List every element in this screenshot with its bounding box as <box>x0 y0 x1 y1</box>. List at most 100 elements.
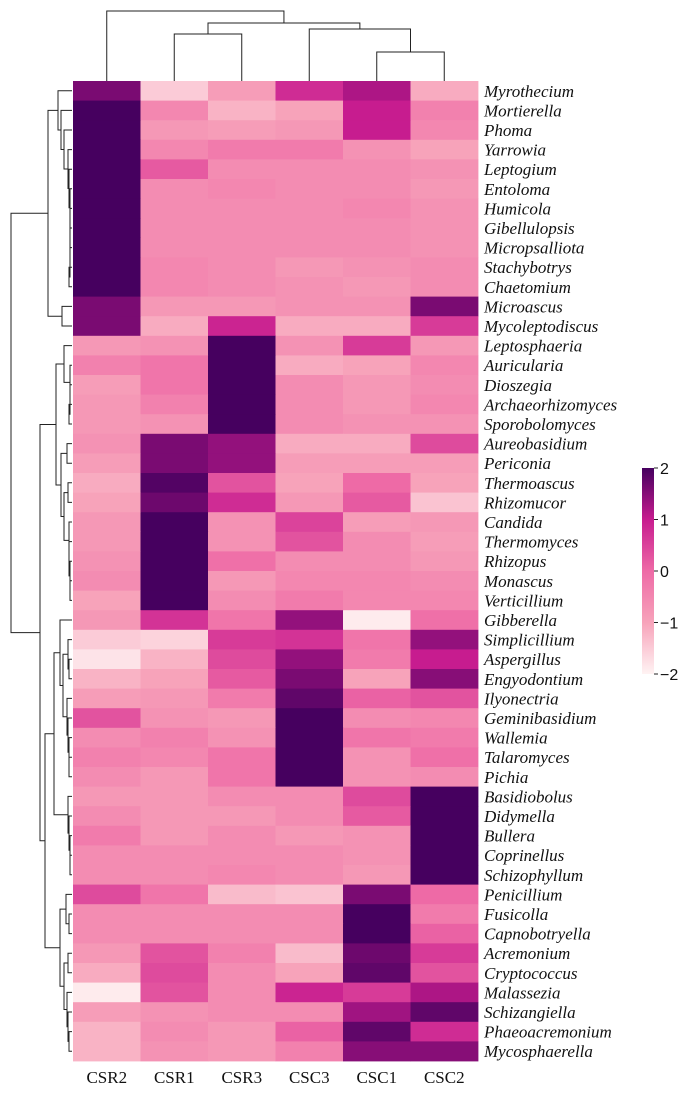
heatmap-cell <box>73 355 141 376</box>
row-label: Geminibasidium <box>484 709 596 728</box>
heatmap-cell <box>140 963 209 983</box>
heatmap-cell <box>73 1021 141 1042</box>
row-label: Didymella <box>483 807 555 826</box>
heatmap-cell <box>208 923 276 944</box>
heatmap-cell <box>208 316 276 337</box>
heatmap-cell <box>208 688 276 709</box>
heatmap-cell <box>343 904 411 925</box>
heatmap-cell <box>140 120 209 141</box>
heatmap-cell <box>343 629 411 650</box>
heatmap-cell <box>208 1041 276 1062</box>
row-label: Dioszegia <box>483 376 552 395</box>
heatmap-cell <box>73 179 141 199</box>
heatmap-cell <box>140 825 209 846</box>
column-dendrogram <box>106 10 445 81</box>
heatmap-cell <box>343 335 411 356</box>
heatmap-cell <box>208 433 276 454</box>
heatmap-cell <box>208 139 276 160</box>
heatmap-cell <box>410 335 479 356</box>
heatmap-cell <box>208 198 276 219</box>
heatmap-cell <box>343 884 411 905</box>
row-label: Phaeoacremonium <box>483 1023 612 1042</box>
heatmap-cell <box>140 198 209 219</box>
heatmap-cell <box>343 1041 411 1062</box>
row-label: Mycoleptodiscus <box>483 317 599 336</box>
row-label: Acremonium <box>483 944 570 963</box>
heatmap-cell <box>140 884 209 905</box>
heatmap-cell <box>73 551 141 572</box>
heatmap-cell <box>343 237 411 258</box>
row-label: Bullera <box>484 827 535 846</box>
heatmap-cell <box>208 375 276 395</box>
heatmap-cell <box>343 688 411 709</box>
heatmap-cell <box>343 806 411 827</box>
heatmap-cell <box>275 806 344 827</box>
heatmap-cell <box>140 414 209 435</box>
row-label: Leptogium <box>483 160 557 179</box>
heatmap-cell <box>275 257 344 278</box>
heatmap-cell <box>410 492 479 513</box>
heatmap-cell <box>410 355 479 376</box>
heatmap-cell <box>140 610 209 631</box>
dendrogram-link <box>106 10 285 81</box>
heatmap-cell <box>410 277 479 297</box>
heatmap-cell <box>140 473 209 493</box>
heatmap-cell <box>73 767 141 787</box>
heatmap-cell <box>275 453 344 474</box>
heatmap-cell <box>275 649 344 670</box>
heatmap-cell <box>208 727 276 748</box>
heatmap-cell <box>343 316 411 337</box>
heatmap-cell <box>73 531 141 552</box>
row-label: Micropsalliota <box>483 239 584 258</box>
colorbar-tick-label: −2 <box>660 667 678 684</box>
row-label: Fusicolla <box>483 905 548 924</box>
heatmap-cell <box>140 433 209 454</box>
heatmap-cell <box>343 296 411 317</box>
heatmap-cell <box>275 1002 344 1023</box>
row-label: Periconia <box>483 454 551 473</box>
heatmap-cell <box>73 512 141 533</box>
heatmap-cell <box>140 139 209 160</box>
dendrogram-link <box>61 305 72 327</box>
row-label: Verticillium <box>484 591 563 610</box>
heatmap-cell <box>343 492 411 513</box>
heatmap-cell <box>73 669 141 689</box>
heatmap-cell <box>73 1041 141 1062</box>
heatmap-cell <box>275 767 344 787</box>
heatmap-cell <box>410 943 479 964</box>
heatmap-cell <box>343 571 411 591</box>
heatmap-cell <box>140 100 209 121</box>
heatmap-cell <box>73 806 141 827</box>
row-label: Talaromyces <box>484 748 570 767</box>
heatmap-cell <box>208 179 276 199</box>
heatmap-cell <box>275 571 344 591</box>
row-label: Yarrowia <box>484 141 546 160</box>
row-label: Capnobotryella <box>484 925 591 944</box>
heatmap-cell <box>140 316 209 337</box>
heatmap-cell <box>208 218 276 239</box>
heatmap-cell <box>208 257 276 278</box>
row-label: Rhizomucor <box>483 493 567 512</box>
column-label: CSR2 <box>86 1068 127 1087</box>
row-label: Aureobasidium <box>483 435 587 454</box>
heatmap-cell <box>343 277 411 297</box>
heatmap-cell <box>275 669 344 689</box>
heatmap-cell <box>140 1021 209 1042</box>
heatmap-cell <box>73 120 141 141</box>
heatmap-cell <box>343 825 411 846</box>
heatmap-cell <box>140 590 209 611</box>
dendrogram-link <box>173 33 243 81</box>
heatmap-cell <box>208 963 276 983</box>
heatmap-cell <box>140 492 209 513</box>
heatmap-cell <box>140 571 209 591</box>
dendrogram-link <box>55 363 64 486</box>
heatmap-cell <box>410 512 479 533</box>
heatmap-cell <box>140 277 209 297</box>
heatmap-cell <box>410 590 479 611</box>
row-label: Rhizopus <box>483 552 547 571</box>
row-label: Monascus <box>483 572 553 591</box>
heatmap-cell <box>343 963 411 983</box>
row-label: Cryptococcus <box>484 964 578 983</box>
heatmap-cell <box>208 610 276 631</box>
row-label: Thermomyces <box>484 533 579 552</box>
